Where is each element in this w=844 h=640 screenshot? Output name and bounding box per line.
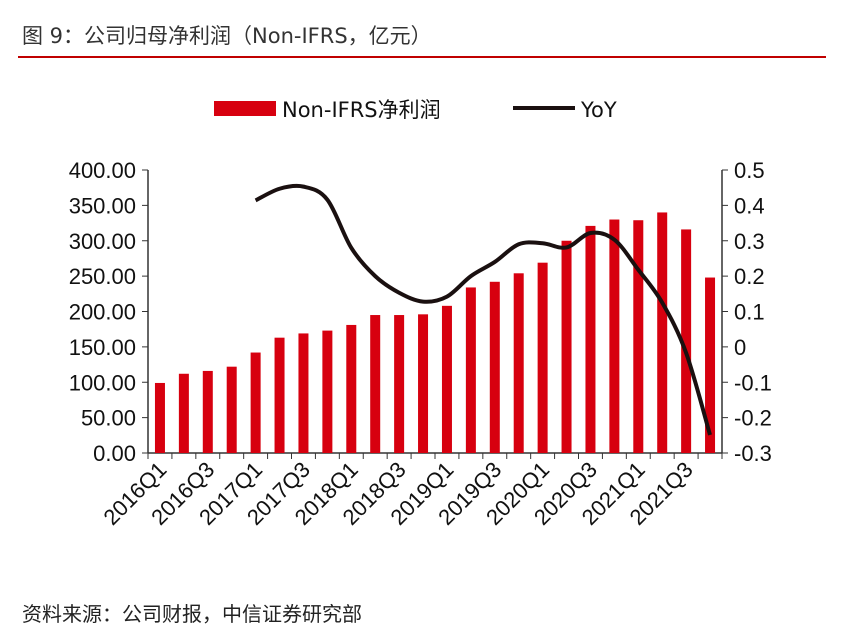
bar-2021Q1	[633, 220, 644, 453]
bar-2021Q2	[657, 212, 668, 453]
left-tick-label: 100.00	[69, 370, 136, 395]
left-tick-label: 250.00	[69, 264, 136, 289]
title-underline	[18, 56, 826, 58]
bar-2016Q1	[154, 382, 165, 453]
left-tick-label: 400.00	[69, 158, 136, 183]
bar-2020Q3	[585, 225, 596, 453]
legend-line-label: YoY	[580, 98, 617, 122]
source-note: 资料来源：公司财报，中信证券研究部	[22, 602, 362, 626]
right-tick-label: 0.2	[734, 264, 765, 289]
bar-2019Q3	[489, 281, 500, 453]
right-tick-label: 0.5	[734, 158, 765, 183]
left-tick-label: 350.00	[69, 193, 136, 218]
right-tick-label: 0.1	[734, 300, 765, 325]
bar-2017Q4	[322, 330, 333, 453]
bar-2020Q2	[561, 240, 572, 453]
bar-2016Q4	[226, 366, 237, 453]
left-tick-label: 0.00	[93, 441, 136, 466]
right-tick-label: -0.2	[734, 406, 772, 431]
bar-2016Q2	[178, 373, 189, 453]
bar-2019Q1	[441, 305, 452, 453]
right-tick-label: 0.3	[734, 229, 765, 254]
legend-bar-swatch	[214, 101, 276, 116]
bar-2016Q3	[202, 370, 213, 453]
left-tick-label: 50.00	[81, 406, 136, 431]
bar-2018Q1	[346, 324, 357, 453]
bar-2018Q2	[370, 315, 381, 453]
bar-2021Q3	[681, 229, 692, 453]
legend-bar-label: Non-IFRS净利润	[282, 98, 441, 122]
left-tick-label: 200.00	[69, 300, 136, 325]
right-tick-label: -0.1	[734, 370, 772, 395]
right-tick-label: 0	[734, 335, 746, 360]
bar-2018Q3	[394, 315, 405, 453]
left-tick-label: 300.00	[69, 229, 136, 254]
bar-2021Q4	[705, 277, 716, 453]
bar-2017Q1	[250, 352, 261, 453]
bar-2018Q4	[418, 314, 429, 453]
right-tick-label: -0.3	[734, 441, 772, 466]
bar-2019Q2	[465, 287, 476, 453]
bar-2020Q1	[537, 262, 548, 453]
bar-2019Q4	[513, 273, 524, 453]
figure-title: 图 9：公司归母净利润（Non-IFRS，亿元）	[22, 24, 432, 48]
right-tick-label: 0.4	[734, 193, 765, 218]
bar-2020Q4	[609, 219, 620, 453]
bar-2017Q2	[274, 337, 285, 453]
left-tick-label: 150.00	[69, 335, 136, 360]
bar-2017Q3	[298, 333, 309, 453]
